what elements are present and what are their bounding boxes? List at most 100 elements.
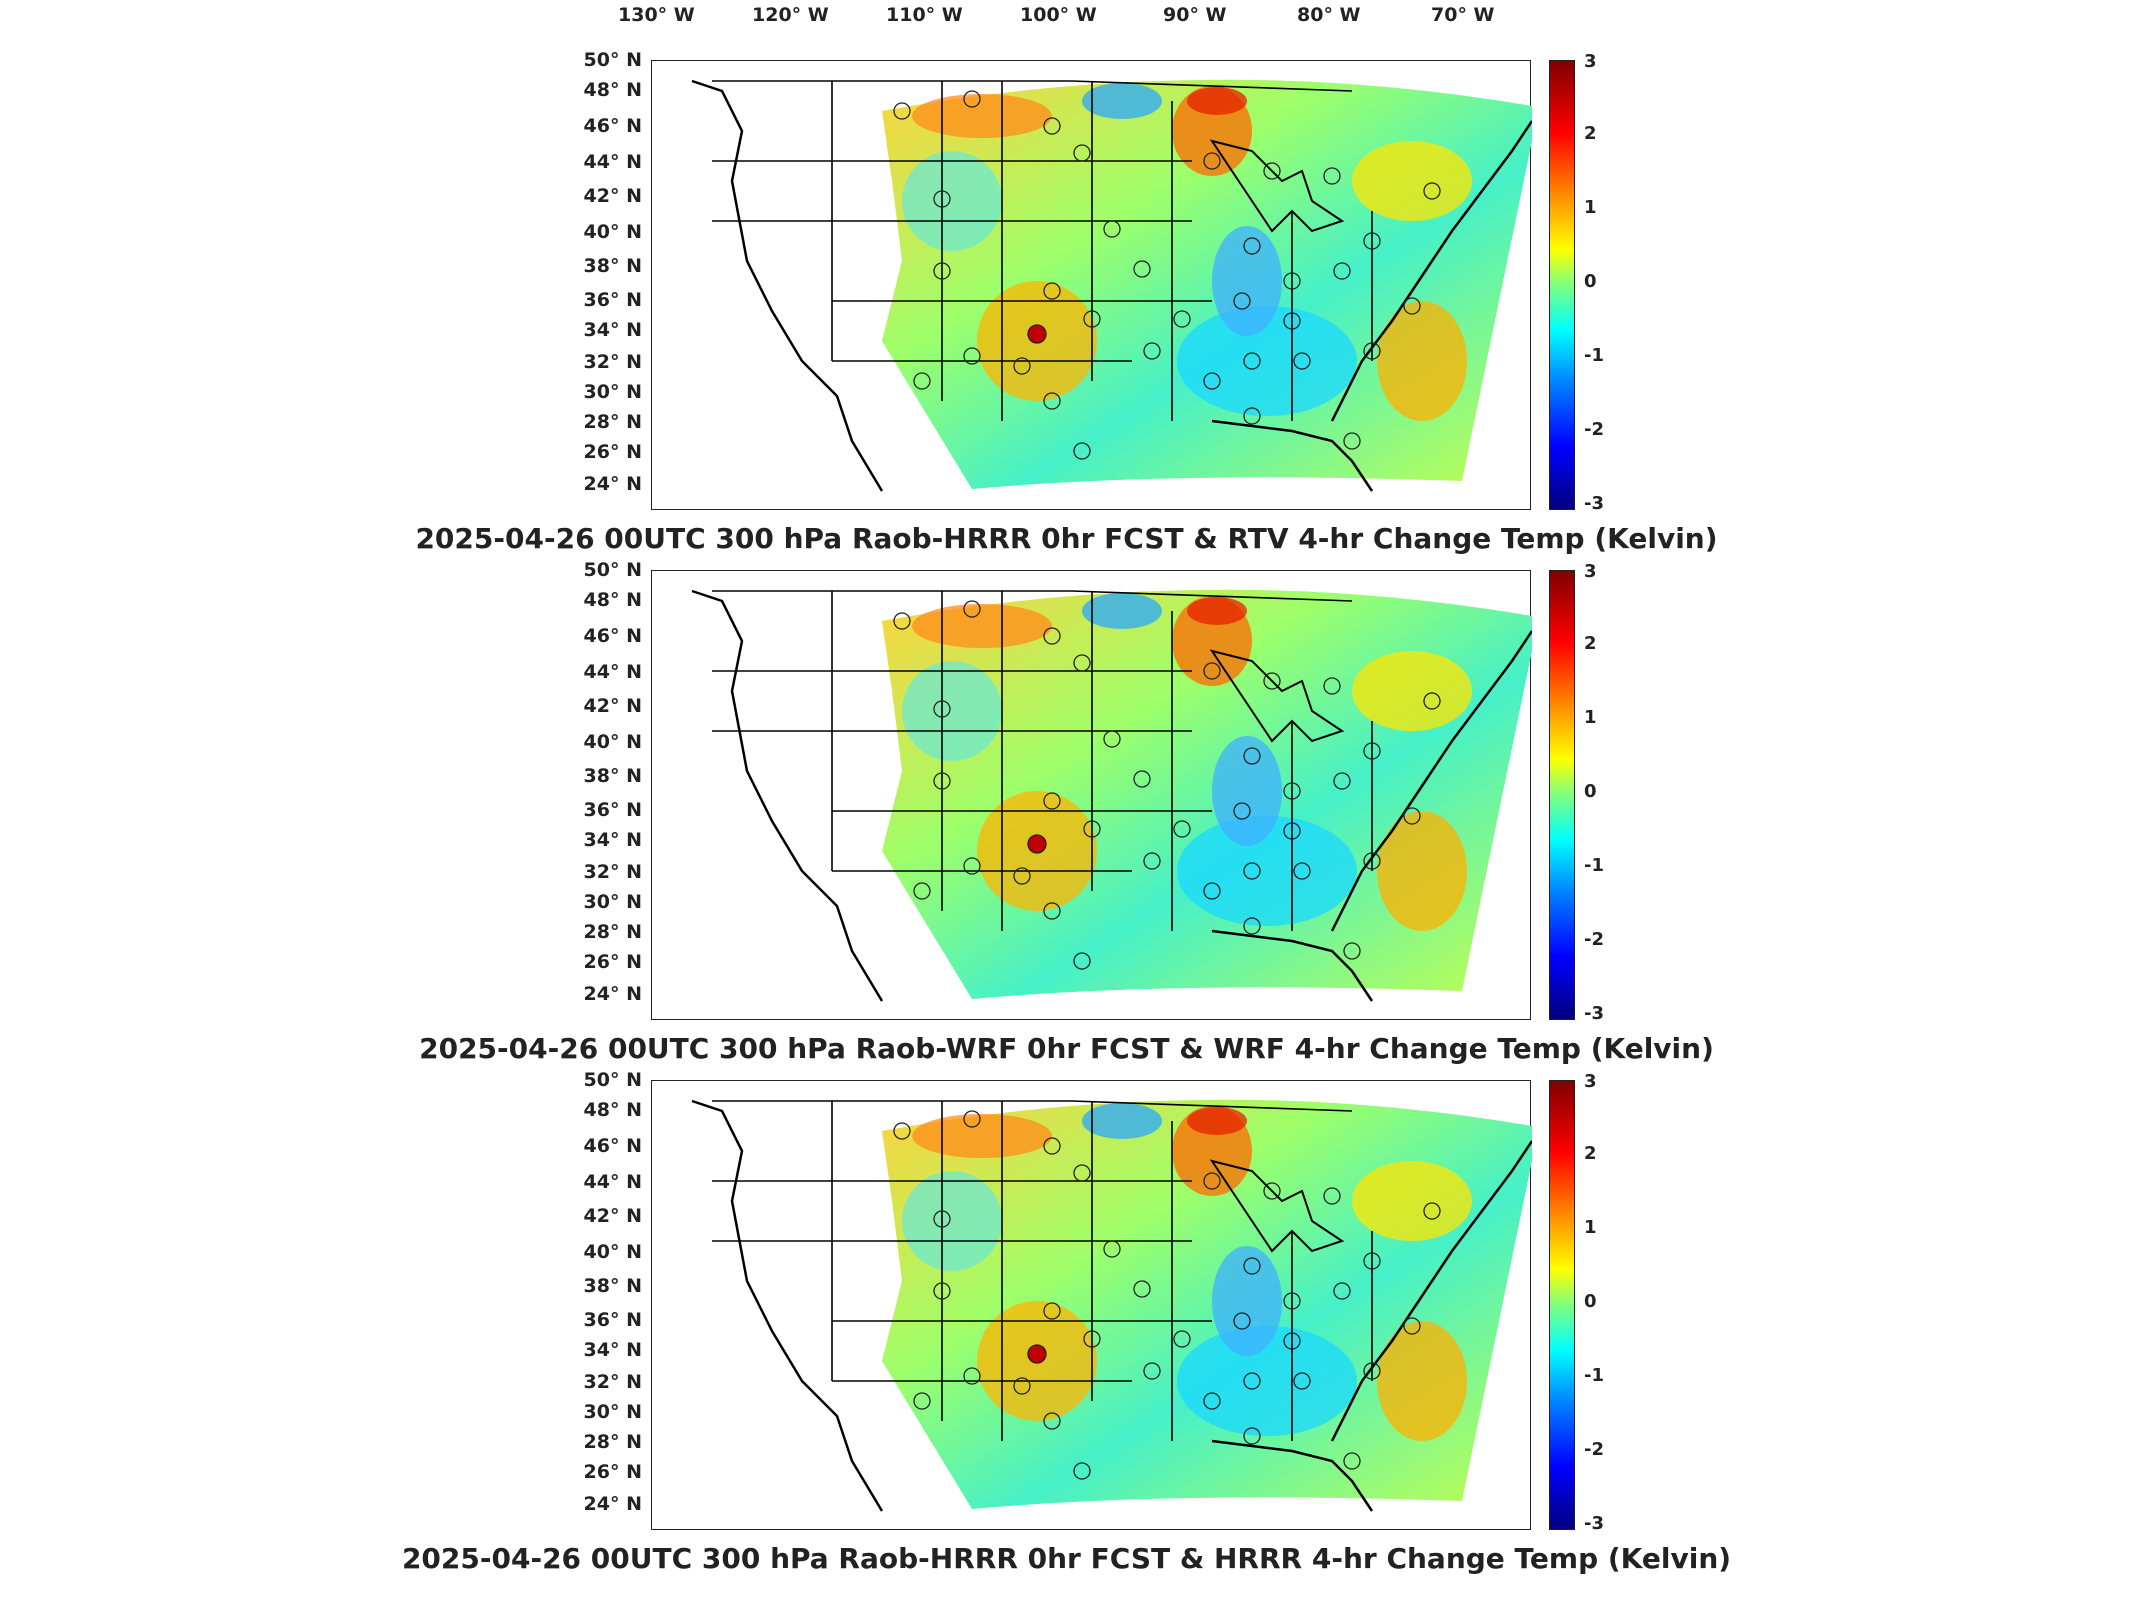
lat-label: 42° N [583,695,642,717]
warm-anomaly [1352,651,1472,731]
west-coastline [691,589,884,1002]
colorbar-tick-label: 1 [1584,1217,1597,1238]
lat-label: 50° N [583,49,642,71]
warm-anomaly [1377,1321,1467,1441]
colorbar-tick-label: -3 [1584,493,1604,514]
raob-station-marker [1243,862,1261,880]
colorbar-tick-label: -1 [1584,1365,1604,1386]
raob-station-marker [893,612,911,630]
raob-station-marker [1073,442,1091,460]
cold-anomaly [1177,306,1357,416]
raob-station-marker [933,772,951,790]
raob-station-marker [1283,312,1301,330]
colorbar [1549,60,1575,510]
raob-station-marker [1083,1330,1101,1348]
raob-station-marker [1073,1462,1091,1480]
raob-station-highlight [1027,834,1047,854]
raob-station-marker [1013,357,1031,375]
raob-station-marker [1083,820,1101,838]
cold-anomaly [1082,1103,1162,1139]
raob-station-marker [913,1392,931,1410]
raob-station-marker [963,347,981,365]
hot-anomaly [1187,87,1247,115]
lat-label: 46° N [583,625,642,647]
raob-station-marker [1263,672,1281,690]
lon-label-130w: 130° W [618,4,695,26]
lat-label: 24° N [583,1493,642,1515]
raob-station-marker [893,102,911,120]
colorbar-tick-label: 0 [1584,1291,1597,1312]
lat-label: 38° N [583,255,642,277]
raob-station-marker [1363,852,1381,870]
lat-label: 24° N [583,983,642,1005]
lat-label: 48° N [583,589,642,611]
raob-station-marker [1073,144,1091,162]
colorbar-tick-label: 3 [1584,1071,1597,1092]
lat-label: 38° N [583,1275,642,1297]
lat-label: 36° N [583,1309,642,1331]
lat-label: 30° N [583,891,642,913]
raob-station-marker [1283,822,1301,840]
raob-station-marker [1243,237,1261,255]
raob-station-marker [1363,342,1381,360]
raob-station-marker [1343,942,1361,960]
raob-station-marker [1203,882,1221,900]
lat-label: 26° N [583,1461,642,1483]
raob-station-marker [1133,770,1151,788]
raob-station-marker [1073,952,1091,970]
lat-label: 50° N [583,1069,642,1091]
lat-label: 42° N [583,1205,642,1227]
colorbar-tick-label: -1 [1584,855,1604,876]
raob-station-marker [1043,117,1061,135]
lat-label: 28° N [583,411,642,433]
raob-station-marker [933,262,951,280]
raob-station-marker [1243,1257,1261,1275]
raob-station-marker [933,190,951,208]
raob-station-marker [1243,407,1261,425]
raob-station-marker [1423,1202,1441,1220]
state-boundaries [712,590,1373,931]
raob-station-marker [1043,392,1061,410]
neutral-anomaly [902,151,1002,251]
raob-station-marker [1173,310,1191,328]
raob-station-marker [1133,260,1151,278]
raob-station-marker [1363,742,1381,760]
hot-anomaly [1187,597,1247,625]
lat-label: 26° N [583,441,642,463]
lat-label: 32° N [583,1371,642,1393]
raob-station-marker [1423,692,1441,710]
raob-station-marker [1103,1240,1121,1258]
raob-station-highlight [1027,1344,1047,1364]
raob-station-marker [913,372,931,390]
neutral-anomaly [902,1171,1002,1271]
raob-station-marker [1043,282,1061,300]
lat-label: 48° N [583,1099,642,1121]
raob-station-marker [893,1122,911,1140]
raob-station-marker [1293,862,1311,880]
panel-title: 2025-04-26 00UTC 300 hPa Raob-WRF 0hr FC… [419,1032,1714,1065]
raob-station-marker [1143,1362,1161,1380]
lat-label: 50° N [583,559,642,581]
raob-station-marker [963,1110,981,1128]
lat-label: 40° N [583,221,642,243]
cold-anomaly [1082,593,1162,629]
raob-station-marker [1243,1372,1261,1390]
raob-station-marker [1043,1412,1061,1430]
raob-station-marker [1143,342,1161,360]
lon-label-90w: 90° W [1163,4,1227,26]
colorbar-tick-label: 3 [1584,561,1597,582]
raob-station-marker [1323,677,1341,695]
lon-label-80w: 80° W [1297,4,1361,26]
raob-station-marker [1283,782,1301,800]
raob-station-marker [1043,792,1061,810]
lat-label: 46° N [583,1135,642,1157]
warm-anomaly [912,604,1052,648]
raob-station-marker [1423,182,1441,200]
great-lakes-outline [1209,139,1345,233]
colorbar-tick-label: -1 [1584,345,1604,366]
raob-station-marker [1043,627,1061,645]
raob-station-marker [1083,310,1101,328]
map-panel-3: 50° N 48° N 46° N 44° N 42° N 40° N 38° N 36° N… [0,1069,2133,1585]
colorbar-tick-label: 2 [1584,633,1597,654]
raob-station-marker [1043,902,1061,920]
